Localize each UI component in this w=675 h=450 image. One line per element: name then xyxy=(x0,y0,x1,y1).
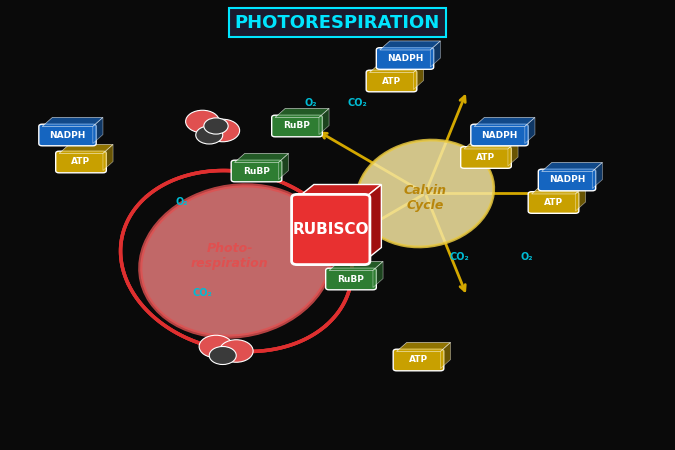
Polygon shape xyxy=(575,185,585,211)
Polygon shape xyxy=(413,63,423,90)
Text: RUBISCO: RUBISCO xyxy=(292,222,369,237)
Polygon shape xyxy=(42,117,103,126)
FancyBboxPatch shape xyxy=(292,194,370,265)
Polygon shape xyxy=(593,162,602,189)
Polygon shape xyxy=(364,184,381,261)
Text: ATP: ATP xyxy=(477,153,495,162)
Polygon shape xyxy=(235,153,289,162)
FancyBboxPatch shape xyxy=(377,48,433,69)
Text: NADPH: NADPH xyxy=(549,176,585,184)
Polygon shape xyxy=(532,185,585,194)
Polygon shape xyxy=(508,140,518,166)
Polygon shape xyxy=(397,342,451,351)
Text: CO₂: CO₂ xyxy=(348,99,368,108)
Polygon shape xyxy=(379,41,440,50)
FancyBboxPatch shape xyxy=(325,268,377,290)
Polygon shape xyxy=(103,144,113,171)
Text: O₂: O₂ xyxy=(304,99,317,108)
Polygon shape xyxy=(370,63,423,72)
Text: Calvin
Cycle: Calvin Cycle xyxy=(404,184,447,212)
Text: O₂: O₂ xyxy=(176,198,188,207)
Polygon shape xyxy=(541,162,602,171)
Text: ATP: ATP xyxy=(409,356,428,364)
Text: CO₂: CO₂ xyxy=(449,252,469,261)
Ellipse shape xyxy=(357,140,493,247)
FancyBboxPatch shape xyxy=(55,151,106,173)
Polygon shape xyxy=(373,261,383,288)
FancyBboxPatch shape xyxy=(528,192,578,213)
FancyBboxPatch shape xyxy=(460,147,511,168)
Text: O₂: O₂ xyxy=(520,252,533,261)
Circle shape xyxy=(206,119,240,142)
Text: ATP: ATP xyxy=(544,198,563,207)
Text: NADPH: NADPH xyxy=(481,130,518,140)
Text: ATP: ATP xyxy=(382,76,401,86)
Polygon shape xyxy=(525,117,535,144)
Polygon shape xyxy=(329,261,383,270)
Text: PHOTORESPIRATION: PHOTORESPIRATION xyxy=(235,14,440,32)
Polygon shape xyxy=(430,41,440,67)
Circle shape xyxy=(196,126,223,144)
Polygon shape xyxy=(93,117,103,144)
Text: ATP: ATP xyxy=(72,158,90,166)
FancyBboxPatch shape xyxy=(231,160,282,182)
Polygon shape xyxy=(59,144,113,153)
Circle shape xyxy=(209,346,236,364)
FancyBboxPatch shape xyxy=(366,70,416,92)
Circle shape xyxy=(204,118,228,134)
FancyBboxPatch shape xyxy=(393,349,444,371)
Text: RuBP: RuBP xyxy=(284,122,310,130)
Text: RuBP: RuBP xyxy=(243,166,270,176)
Polygon shape xyxy=(275,108,329,117)
Text: CO₂: CO₂ xyxy=(192,288,213,297)
Polygon shape xyxy=(278,153,289,180)
Ellipse shape xyxy=(140,185,332,337)
Polygon shape xyxy=(440,342,451,369)
Circle shape xyxy=(186,110,219,133)
Circle shape xyxy=(199,335,233,358)
Text: NADPH: NADPH xyxy=(387,54,423,63)
FancyBboxPatch shape xyxy=(38,124,96,146)
Polygon shape xyxy=(297,184,381,198)
Text: NADPH: NADPH xyxy=(49,130,86,140)
FancyBboxPatch shape xyxy=(471,124,528,146)
Polygon shape xyxy=(319,108,329,135)
Text: Photo-
respiration: Photo- respiration xyxy=(191,243,268,270)
FancyBboxPatch shape xyxy=(271,115,323,137)
Circle shape xyxy=(219,340,253,362)
Text: RuBP: RuBP xyxy=(338,274,364,284)
Polygon shape xyxy=(474,117,535,126)
Polygon shape xyxy=(464,140,518,149)
FancyBboxPatch shape xyxy=(539,169,595,191)
